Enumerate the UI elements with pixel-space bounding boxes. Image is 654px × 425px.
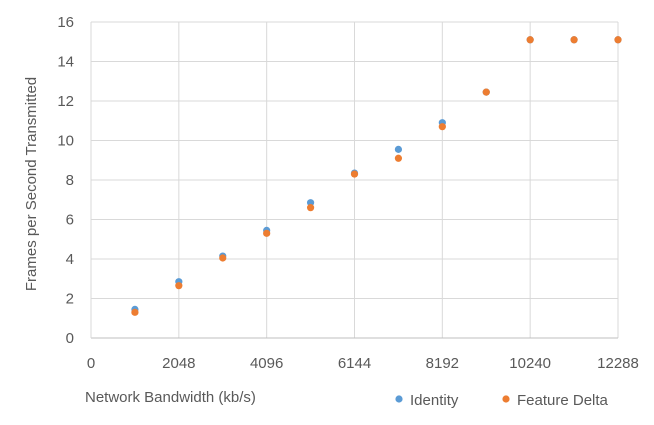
data-point (438, 123, 446, 131)
data-points (131, 36, 622, 316)
y-tick-label: 10 (57, 133, 74, 150)
y-tick-label: 2 (66, 291, 74, 308)
data-point (131, 308, 139, 316)
x-tick-label: 2048 (162, 355, 195, 372)
x-tick-label: 0 (87, 355, 95, 372)
data-point (219, 254, 227, 262)
legend-marker (395, 395, 403, 403)
legend-marker (502, 395, 510, 403)
data-point (482, 88, 490, 96)
x-tick-labels: 0 2048 4096 6144 8192 10240 12288 (87, 355, 639, 372)
y-tick-label: 12 (57, 93, 74, 110)
y-axis-title: Frames per Second Transmitted (23, 77, 40, 291)
grid-lines (91, 21, 619, 338)
y-tick-label: 0 (66, 330, 74, 347)
data-point (570, 36, 578, 44)
axes (90, 22, 618, 339)
legend-item: Feature Delta (502, 392, 609, 409)
legend-item: Identity (395, 392, 459, 409)
legend: Identity Feature Delta (395, 392, 609, 409)
series-identity (131, 36, 622, 313)
data-point (306, 204, 315, 212)
legend-label: Identity (410, 392, 459, 409)
data-point (394, 145, 403, 153)
data-point (614, 36, 622, 44)
y-tick-labels: 0 2 4 6 8 10 12 14 16 (57, 14, 74, 347)
data-point (526, 36, 534, 44)
x-tick-label: 4096 (250, 355, 283, 372)
y-tick-label: 8 (66, 172, 74, 189)
data-point (306, 199, 315, 207)
x-tick-label: 6144 (338, 355, 371, 372)
x-tick-label: 8192 (426, 355, 459, 372)
x-tick-label: 12288 (597, 355, 639, 372)
y-tick-label: 4 (66, 251, 74, 268)
x-tick-label: 10240 (509, 355, 551, 372)
data-point (263, 229, 271, 237)
series-feature-delta (131, 36, 622, 316)
data-point (175, 282, 183, 290)
y-tick-label: 6 (66, 212, 74, 229)
x-axis-title: Network Bandwidth (kb/s) (85, 389, 256, 406)
y-tick-label: 14 (57, 54, 74, 71)
data-point (350, 170, 359, 178)
y-tick-label: 16 (57, 14, 74, 31)
data-point (394, 154, 403, 162)
legend-label: Feature Delta (517, 392, 609, 409)
